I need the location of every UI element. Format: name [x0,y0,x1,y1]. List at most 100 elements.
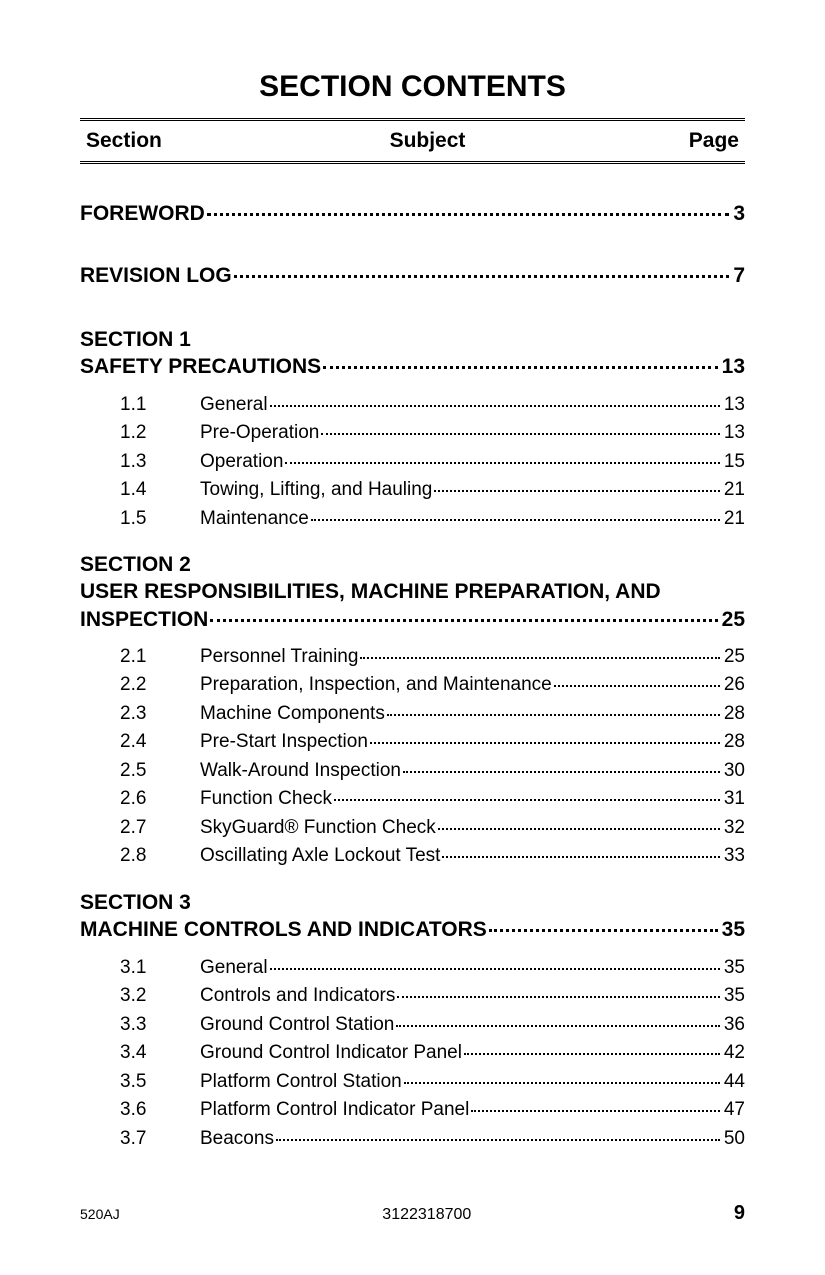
toc-sub-list: 3.1General 353.2Controls and Indicators … [80,954,745,1154]
header-page: Page [655,129,745,153]
leader [442,856,719,858]
toc-sub-label: Operation [200,448,283,477]
toc-sub-page: 21 [722,476,745,505]
toc-sub-entry: 1.5Maintenance 21 [120,505,745,534]
toc-sub-entry: 1.2Pre-Operation 13 [120,419,745,448]
leader [270,968,720,970]
toc-sub-num: 2.6 [120,785,200,814]
toc-sub-entry: 1.3Operation 15 [120,448,745,477]
toc-sub-num: 1.2 [120,419,200,448]
toc-sub-num: 1.3 [120,448,200,477]
toc-sub-page: 26 [722,671,745,700]
page-title: SECTION CONTENTS [80,70,745,104]
toc-sub-entry: 2.2Preparation, Inspection, and Maintena… [120,671,745,700]
toc-section-block: SECTION 3MACHINE CONTROLS AND INDICATORS… [80,889,745,1153]
toc-sub-list: 1.1General 131.2Pre-Operation 131.3Opera… [80,391,745,534]
toc-sub-entry: 3.4Ground Control Indicator Panel 42 [120,1039,745,1068]
toc-sub-label: Pre-Start Inspection [200,728,368,757]
toc-sub-label: General [200,954,268,983]
toc-sub-label: Oscillating Axle Lockout Test [200,842,440,871]
toc-sub-page: 25 [722,643,745,672]
toc-sub-label: Beacons [200,1125,274,1154]
toc-sub-list: 2.1Personnel Training 252.2Preparation, … [80,643,745,871]
toc-sub-label: Function Check [200,785,332,814]
leader [397,996,719,998]
toc-sub-entry: 1.1General 13 [120,391,745,420]
toc-sub-label: Platform Control Station [200,1068,402,1097]
toc-sub-num: 3.7 [120,1125,200,1154]
toc-content: FOREWORD 3REVISION LOG 7SECTION 1SAFETY … [80,202,745,1153]
toc-sub-label: SkyGuard® Function Check [200,814,436,843]
toc-sub-label: Machine Components [200,700,385,729]
toc-sub-page: 47 [722,1096,745,1125]
toc-section-title-row: SAFETY PRECAUTIONS 13 [80,353,745,380]
toc-sub-entry: 3.1General 35 [120,954,745,983]
toc-sub-page: 36 [722,1011,745,1040]
toc-section-title-row: INSPECTION 25 [80,606,745,633]
toc-sub-entry: 3.6Platform Control Indicator Panel 47 [120,1096,745,1125]
toc-sub-num: 2.7 [120,814,200,843]
leader [438,828,720,830]
leader [403,771,720,773]
leader [270,405,720,407]
toc-section-block: SECTION 1SAFETY PRECAUTIONS 13 1.1General… [80,326,745,533]
toc-sub-page: 28 [722,728,745,757]
toc-sub-label: Ground Control Indicator Panel [200,1039,462,1068]
toc-sub-label: Ground Control Station [200,1011,394,1040]
toc-sub-page: 13 [722,419,745,448]
toc-sub-label: Pre-Operation [200,419,319,448]
toc-sub-label: Controls and Indicators [200,982,395,1011]
leader [434,490,719,492]
header-section: Section [80,129,200,153]
header-subject: Subject [200,129,655,153]
toc-sub-page: 42 [722,1039,745,1068]
leader [360,657,719,659]
leader [323,366,717,369]
toc-sub-num: 1.5 [120,505,200,534]
toc-sub-page: 33 [722,842,745,871]
toc-sub-page: 31 [722,785,745,814]
toc-section-page: 35 [720,916,745,943]
toc-sub-entry: 3.3Ground Control Station 36 [120,1011,745,1040]
toc-sub-entry: 2.8Oscillating Axle Lockout Test 33 [120,842,745,871]
footer-docnum: 3122318700 [120,1206,734,1224]
toc-sub-page: 21 [722,505,745,534]
toc-section-title-row: MACHINE CONTROLS AND INDICATORS 35 [80,916,745,943]
toc-sub-entry: 2.6Function Check 31 [120,785,745,814]
toc-section-title: MACHINE CONTROLS AND INDICATORS [80,916,487,943]
leader [311,519,720,521]
leader [554,685,720,687]
toc-section-prefix: SECTION 1 [80,326,745,353]
toc-top-entry: FOREWORD 3 [80,202,745,226]
leader [334,799,720,801]
toc-sub-entry: 2.3Machine Components 28 [120,700,745,729]
toc-sub-entry: 3.7Beacons 50 [120,1125,745,1154]
toc-sub-entry: 3.2Controls and Indicators 35 [120,982,745,1011]
leader [396,1025,720,1027]
toc-sub-num: 2.4 [120,728,200,757]
toc-sub-label: Maintenance [200,505,309,534]
toc-sub-entry: 2.4Pre-Start Inspection 28 [120,728,745,757]
toc-sub-label: General [200,391,268,420]
leader [210,619,717,622]
toc-sub-num: 1.4 [120,476,200,505]
toc-sub-page: 28 [722,700,745,729]
toc-sub-page: 35 [722,982,745,1011]
leader [285,462,719,464]
toc-sub-num: 3.4 [120,1039,200,1068]
toc-section-prefix: SECTION 2 [80,551,745,578]
toc-sub-page: 50 [722,1125,745,1154]
toc-sub-entry: 2.5Walk-Around Inspection 30 [120,757,745,786]
toc-sub-num: 3.1 [120,954,200,983]
toc-sub-page: 32 [722,814,745,843]
toc-sub-num: 3.3 [120,1011,200,1040]
toc-sub-num: 3.2 [120,982,200,1011]
toc-sub-num: 1.1 [120,391,200,420]
leader [207,213,729,216]
toc-section-prefix: SECTION 3 [80,889,745,916]
leader [234,275,730,278]
toc-top-label: FOREWORD [80,202,205,226]
leader [404,1082,720,1084]
toc-section-page: 25 [720,606,745,633]
toc-sub-page: 30 [722,757,745,786]
